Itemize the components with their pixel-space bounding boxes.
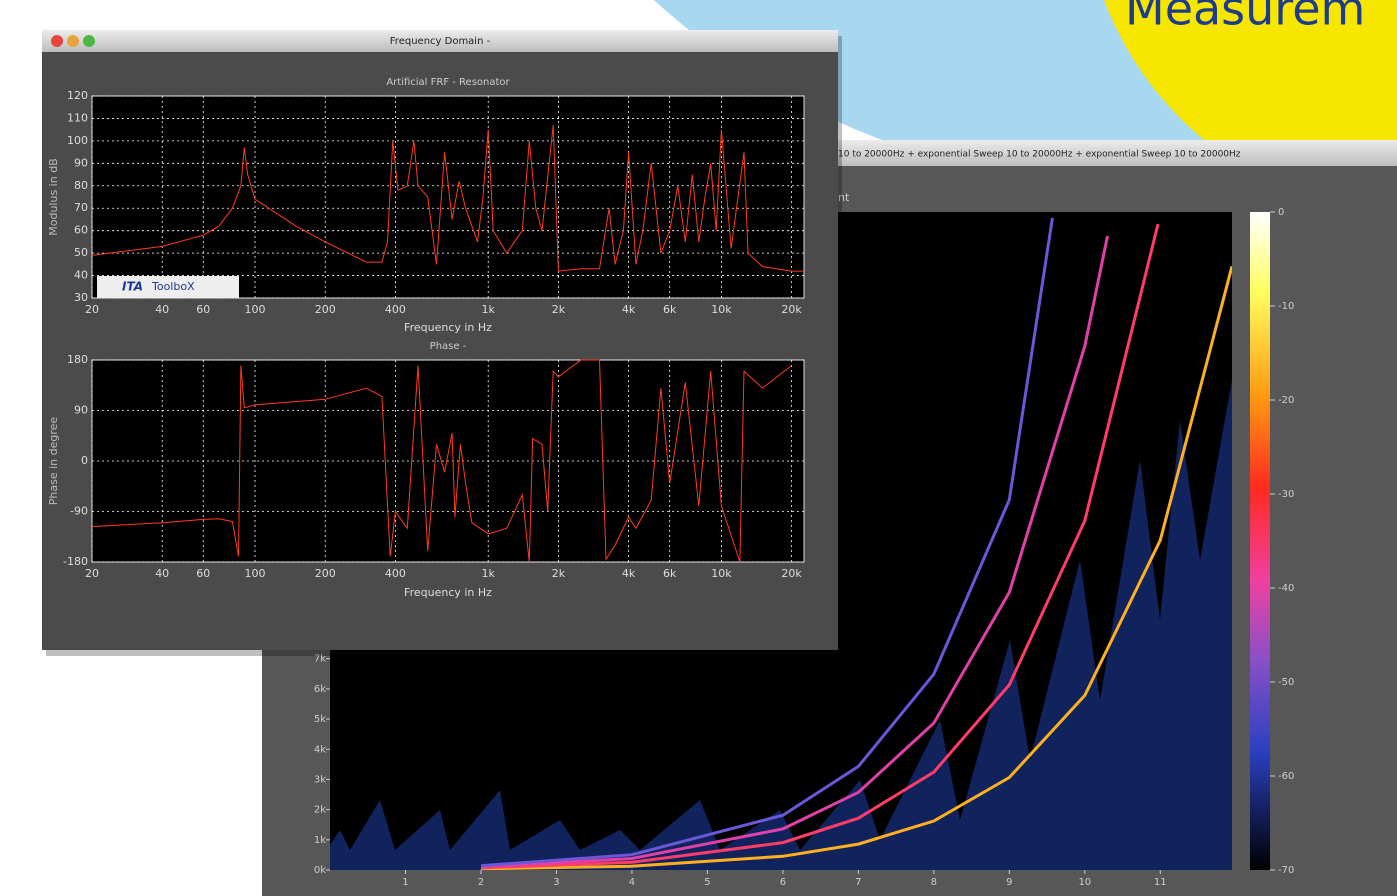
y-tick-label: 6k [314, 684, 326, 695]
y-tick-label: 2k [314, 805, 326, 816]
y-tick-label: 60 [74, 224, 88, 237]
y-tick-label: 4k [314, 744, 326, 755]
chart-title: Phase - [430, 341, 467, 352]
y-tick-label: 110 [67, 111, 88, 124]
colorbar-label: -70 [1278, 865, 1294, 876]
colorbar-label: -40 [1278, 583, 1294, 594]
screenshot: Measurem 10 to 20000Hz + exponential Swe… [0, 0, 1397, 896]
y-tick-label: 120 [67, 89, 88, 102]
colorbar-label: -50 [1278, 677, 1294, 688]
colorbar-label: -60 [1278, 771, 1294, 782]
x-tick-label: 7 [855, 877, 861, 888]
x-tick-label: 6k [663, 303, 677, 316]
colorbar-label: -20 [1278, 395, 1294, 406]
x-tick-label: 2k [552, 567, 566, 580]
x-axis-label: Frequency in Hz [404, 321, 492, 334]
x-tick-label: 400 [385, 303, 406, 316]
x-tick-label: 40 [155, 303, 169, 316]
x-tick-label: 8 [931, 877, 937, 888]
y-tick-label: 5k [314, 714, 326, 725]
x-tick-label: 100 [245, 567, 266, 580]
logo-text: ITA [122, 280, 143, 294]
y-tick-label: -90 [70, 505, 88, 518]
plot-area [92, 96, 804, 298]
y-tick-label: 0 [81, 454, 88, 467]
y-tick-label: 80 [74, 179, 88, 192]
y-tick-label: 180 [67, 353, 88, 366]
window-title: 10 to 20000Hz + exponential Sweep 10 to … [838, 150, 1241, 160]
y-tick-label: 30 [74, 291, 88, 304]
x-tick-label: 6 [780, 877, 786, 888]
y-axis-label: Modulus in dB [47, 158, 60, 235]
x-tick-label: 40 [155, 567, 169, 580]
x-tick-label: 200 [315, 303, 336, 316]
page: Measurem 10 to 20000Hz + exponential Swe… [0, 0, 1397, 896]
y-tick-label: 1k [314, 835, 326, 846]
chart-title: Artificial FRF - Resonator [386, 77, 510, 88]
x-tick-label: 6k [663, 567, 677, 580]
window-title: Frequency Domain - [390, 36, 491, 47]
x-tick-label: 60 [196, 567, 210, 580]
y-tick-label: -180 [63, 555, 88, 568]
y-tick-label: 100 [67, 134, 88, 147]
zoom-button[interactable] [83, 35, 95, 47]
x-tick-label: 1k [482, 303, 496, 316]
x-tick-label: 400 [385, 567, 406, 580]
x-tick-label: 10k [711, 303, 732, 316]
x-tick-label: 20 [85, 567, 99, 580]
colorbar [1250, 212, 1270, 870]
y-tick-label: 90 [74, 404, 88, 417]
x-tick-label: 100 [245, 303, 266, 316]
x-tick-label: 2k [552, 303, 566, 316]
y-tick-label: 3k [314, 774, 326, 785]
x-tick-label: 5 [704, 877, 710, 888]
x-tick-label: 10k [711, 567, 732, 580]
y-tick-label: 0k [314, 865, 326, 876]
x-tick-label: 200 [315, 567, 336, 580]
x-tick-label: 9 [1006, 877, 1012, 888]
x-tick-label: 4k [622, 567, 636, 580]
x-tick-label: 4k [622, 303, 636, 316]
y-axis-label: Phase in degree [47, 417, 60, 506]
x-tick-label: 1 [402, 877, 408, 888]
colorbar-label: -30 [1278, 489, 1294, 500]
minimize-button[interactable] [67, 35, 79, 47]
x-tick-label: 20k [781, 303, 802, 316]
x-tick-label: 2 [478, 877, 484, 888]
x-tick-label: 4 [629, 877, 635, 888]
y-tick-label: 90 [74, 156, 88, 169]
colorbar-label: -10 [1278, 301, 1294, 312]
x-axis-label: Frequency in Hz [404, 586, 492, 599]
close-button[interactable] [51, 35, 63, 47]
logo: ITA ToolboX [97, 276, 239, 298]
x-tick-label: 11 [1154, 877, 1167, 888]
background-text: Measurem [1125, 0, 1365, 36]
y-tick-label: 70 [74, 201, 88, 214]
x-tick-label: 20 [85, 303, 99, 316]
x-tick-label: 60 [196, 303, 210, 316]
x-tick-label: 20k [781, 567, 802, 580]
colorbar-label: 0 [1278, 207, 1284, 218]
front-window: Frequency Domain - Artificial FRF - Reso… [42, 30, 842, 656]
y-tick-label: 40 [74, 269, 88, 282]
x-tick-label: 1k [482, 567, 496, 580]
x-tick-label: 10 [1078, 877, 1091, 888]
x-tick-label: 3 [553, 877, 559, 888]
logo-text: ToolboX [151, 280, 195, 293]
y-tick-label: 50 [74, 246, 88, 259]
